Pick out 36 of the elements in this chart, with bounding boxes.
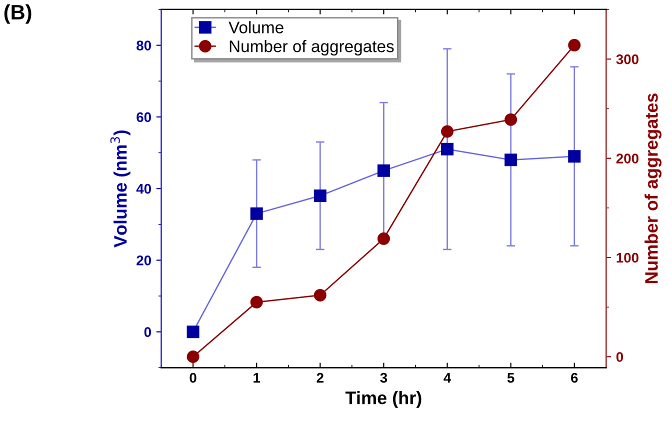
point <box>377 164 390 177</box>
x-tick-label: 4 <box>444 373 452 383</box>
point <box>186 350 200 363</box>
y-tick-label: 20 <box>136 256 151 266</box>
y2-tick-label: 200 <box>616 154 638 164</box>
point <box>568 38 581 52</box>
x-tick-label: 2 <box>316 372 324 383</box>
point <box>377 232 390 245</box>
x-tick-label: 1 <box>254 373 260 383</box>
y-tick-label: 40 <box>136 184 151 194</box>
legend-label: Number of aggregates <box>230 40 394 56</box>
y-axis-title: Volume (nm$^{3}$) <box>110 130 130 248</box>
point <box>504 113 518 126</box>
x-tick-label: 3 <box>380 372 388 383</box>
point <box>441 125 454 138</box>
x-tick-label: 6 <box>571 372 578 383</box>
point <box>441 142 454 156</box>
point <box>314 189 326 202</box>
y2-tick-label: 100 <box>616 252 638 263</box>
point <box>186 326 200 338</box>
x-axis-title: Time (hr) <box>345 391 422 408</box>
y-tick-label: 0 <box>144 327 151 337</box>
legend-label: Volume <box>228 21 284 34</box>
y2-tick-label: 300 <box>616 54 638 64</box>
y-tick-label: 80 <box>136 40 151 50</box>
text: (B) <box>4 4 32 24</box>
point <box>250 296 263 308</box>
x-tick-label: 5 <box>507 373 514 383</box>
point <box>250 207 263 220</box>
y2-tick-label: 0 <box>616 352 624 362</box>
point <box>314 288 326 302</box>
y2-axis-title: Number of aggregates <box>644 93 662 284</box>
point <box>504 154 518 166</box>
y-tick-label: 60 <box>136 112 151 122</box>
x-tick-label: 0 <box>190 372 196 383</box>
point <box>568 150 581 163</box>
